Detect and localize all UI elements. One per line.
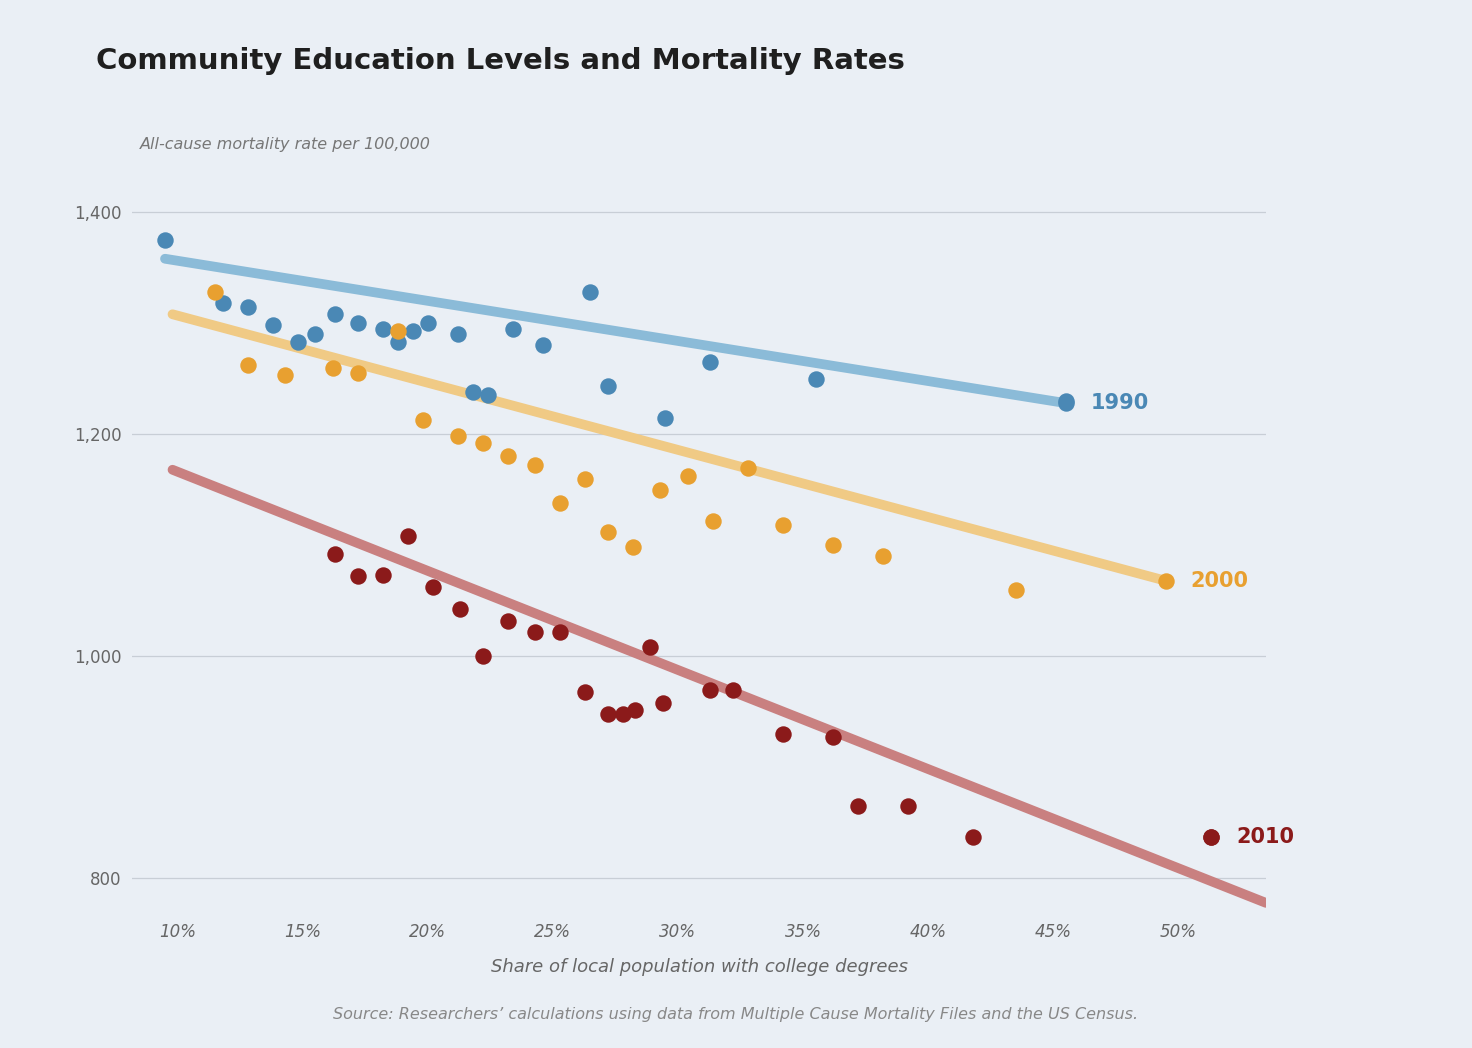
Point: [821, 537, 845, 553]
Point: [578, 284, 602, 301]
Point: [736, 459, 760, 476]
Point: [371, 321, 394, 337]
X-axis label: Share of local population with college degrees: Share of local population with college d…: [490, 958, 908, 976]
Point: [475, 387, 499, 403]
Point: [461, 384, 484, 400]
Point: [236, 357, 259, 374]
Point: [624, 701, 648, 718]
Point: [496, 612, 520, 629]
Text: 1990: 1990: [1091, 393, 1150, 413]
Point: [621, 539, 645, 555]
Text: 2000: 2000: [1191, 571, 1248, 591]
Point: [303, 326, 327, 343]
Point: [721, 681, 745, 698]
Point: [804, 370, 827, 387]
Point: [471, 648, 495, 664]
Point: [346, 568, 369, 585]
Point: [496, 449, 520, 465]
Point: [421, 580, 445, 596]
Point: [654, 409, 677, 425]
Point: [411, 412, 434, 429]
Point: [1054, 393, 1078, 410]
Point: [596, 705, 620, 722]
Point: [531, 337, 555, 354]
Point: [274, 367, 297, 384]
Point: [236, 298, 259, 314]
Point: [524, 624, 548, 640]
Point: [500, 321, 524, 337]
Point: [1154, 572, 1178, 589]
Point: [701, 512, 724, 529]
Point: [471, 435, 495, 452]
Point: [639, 639, 662, 656]
Point: [324, 306, 347, 323]
Point: [574, 683, 598, 700]
Point: [846, 798, 870, 814]
Point: [896, 798, 920, 814]
Point: [346, 314, 369, 331]
Point: [153, 232, 177, 248]
Point: [386, 323, 409, 340]
Point: [596, 524, 620, 541]
Point: [651, 695, 674, 712]
Point: [1200, 829, 1223, 846]
Point: [286, 333, 309, 350]
Point: [1004, 582, 1027, 598]
Text: 2010: 2010: [1236, 827, 1294, 848]
Point: [611, 705, 634, 722]
Point: [1054, 395, 1078, 412]
Point: [549, 624, 573, 640]
Point: [417, 314, 440, 331]
Point: [771, 725, 795, 742]
Point: [446, 326, 470, 343]
Text: All-cause mortality rate per 100,000: All-cause mortality rate per 100,000: [140, 137, 431, 152]
Point: [324, 546, 347, 563]
Point: [386, 333, 409, 350]
Point: [261, 316, 284, 333]
Text: Source: Researchers’ calculations using data from Multiple Cause Mortality Files: Source: Researchers’ calculations using …: [334, 1007, 1138, 1022]
Point: [400, 323, 424, 340]
Point: [210, 294, 234, 311]
Point: [346, 365, 369, 381]
Point: [871, 548, 895, 565]
Point: [771, 517, 795, 533]
Point: [649, 481, 673, 498]
Point: [676, 468, 699, 485]
Point: [699, 681, 723, 698]
Point: [524, 457, 548, 474]
Point: [203, 284, 227, 301]
Point: [596, 378, 620, 395]
Text: Community Education Levels and Mortality Rates: Community Education Levels and Mortality…: [96, 47, 905, 75]
Point: [961, 829, 985, 846]
Point: [321, 359, 344, 376]
Point: [371, 567, 394, 584]
Point: [449, 601, 473, 617]
Point: [821, 729, 845, 746]
Point: [574, 471, 598, 487]
Point: [549, 495, 573, 511]
Point: [396, 528, 420, 545]
Point: [1200, 829, 1223, 846]
Point: [699, 353, 723, 370]
Point: [446, 428, 470, 444]
